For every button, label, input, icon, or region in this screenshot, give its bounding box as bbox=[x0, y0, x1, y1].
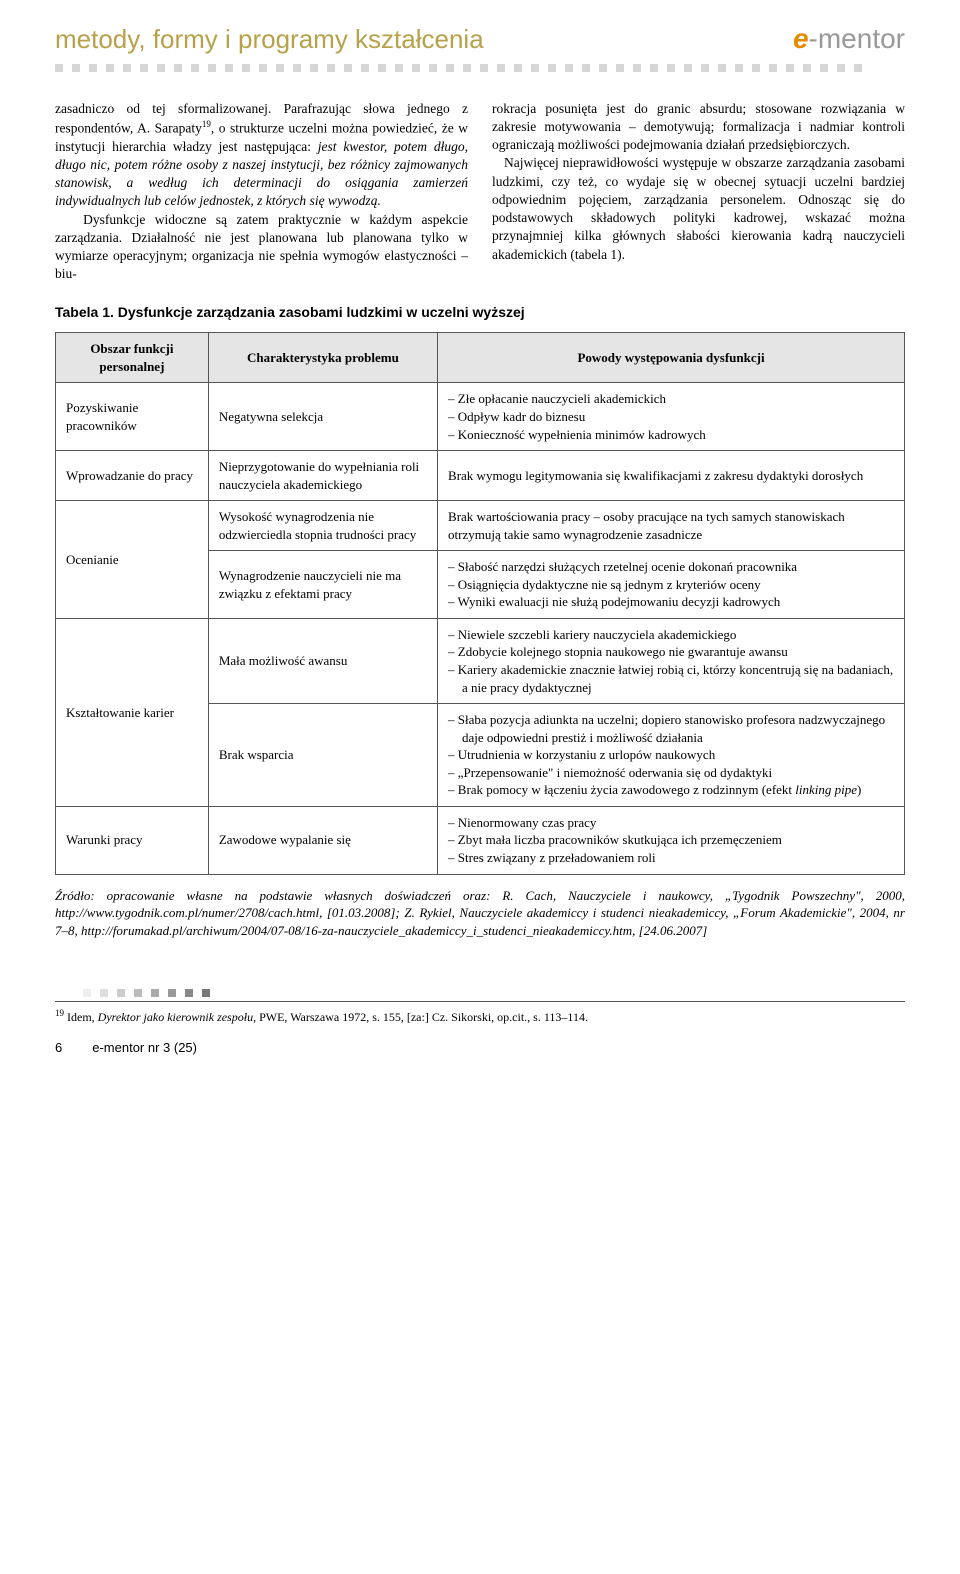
journal-ref: e-mentor nr 3 (25) bbox=[92, 1039, 197, 1057]
cell: Kształtowanie karier bbox=[56, 618, 209, 806]
table-row: Pozyskiwanie pracowników Negatywna selek… bbox=[56, 383, 905, 451]
cell: Niewiele szczebli kariery nauczyciela ak… bbox=[438, 618, 905, 703]
list-item: Słaba pozycja adiunkta na uczelni; dopie… bbox=[448, 711, 894, 746]
logo-e: e bbox=[793, 23, 809, 54]
list-item: Nienormowany czas pracy bbox=[448, 814, 894, 832]
decorative-dots bbox=[55, 64, 905, 72]
cell: Zawodowe wypalanie się bbox=[208, 806, 437, 874]
page-number: 6 bbox=[55, 1039, 62, 1057]
body-text-left: zasadniczo od tej sformalizowanej. Paraf… bbox=[55, 100, 468, 284]
list-item: Słabość narzędzi służących rzetelnej oce… bbox=[448, 558, 894, 576]
logo: e-mentor bbox=[793, 20, 905, 58]
body-text-right: rokracja posunięta jest do granic absurd… bbox=[492, 100, 905, 264]
cell: Brak wartościowania pracy – osoby pracuj… bbox=[438, 501, 905, 551]
cell: Słabość narzędzi służących rzetelnej oce… bbox=[438, 551, 905, 619]
list-item: Odpływ kadr do biznesu bbox=[448, 408, 894, 426]
cell: Nienormowany czas pracy Zbyt mała liczba… bbox=[438, 806, 905, 874]
cell: Brak wymogu legitymowania się kwalifikac… bbox=[438, 451, 905, 501]
footnote-dots bbox=[83, 989, 905, 997]
th-reasons: Powody występowania dysfunkcji bbox=[438, 333, 905, 383]
cell: Warunki pracy bbox=[56, 806, 209, 874]
logo-dash: - bbox=[809, 23, 818, 54]
cell: Nieprzygotowanie do wypełniania roli nau… bbox=[208, 451, 437, 501]
cell: Mała możliwość awansu bbox=[208, 618, 437, 703]
cell: Negatywna selekcja bbox=[208, 383, 437, 451]
list-item: Osiągnięcia dydaktyczne nie są jednym z … bbox=[448, 576, 894, 594]
table-row: Warunki pracy Zawodowe wypalanie się Nie… bbox=[56, 806, 905, 874]
cell: Wynagrodzenie nauczycieli nie ma związku… bbox=[208, 551, 437, 619]
cell: Pozyskiwanie pracowników bbox=[56, 383, 209, 451]
list-item: Niewiele szczebli kariery nauczyciela ak… bbox=[448, 626, 894, 644]
list-item: Utrudnienia w korzystaniu z urlopów nauk… bbox=[448, 746, 894, 764]
list-item: Brak pomocy w łączeniu życia zawodowego … bbox=[448, 781, 894, 799]
table-source: Źródło: opracowanie własne na podstawie … bbox=[55, 887, 905, 940]
cell: Złe opłacanie nauczycieli akademickich O… bbox=[438, 383, 905, 451]
table-row: Ocenianie Wysokość wynagrodzenia nie odz… bbox=[56, 501, 905, 551]
footnote: 19 Idem, Dyrektor jako kierownik zespołu… bbox=[55, 1001, 905, 1025]
logo-mentor: mentor bbox=[818, 23, 905, 54]
table-row: Wprowadzanie do pracy Nieprzygotowanie d… bbox=[56, 451, 905, 501]
dysfunctions-table: Obszar funkcji personalnej Charakterysty… bbox=[55, 332, 905, 874]
list-item: Wyniki ewaluacji nie służą podejmowaniu … bbox=[448, 593, 894, 611]
cell: Wysokość wynagrodzenia nie odzwierciedla… bbox=[208, 501, 437, 551]
list-item: Konieczność wypełnienia minimów kadrowyc… bbox=[448, 426, 894, 444]
list-item: „Przepensowanie" i niemożność oderwania … bbox=[448, 764, 894, 782]
section-title: metody, formy i programy kształcenia bbox=[55, 22, 484, 57]
cell: Brak wsparcia bbox=[208, 704, 437, 807]
table-row: Kształtowanie karier Mała możliwość awan… bbox=[56, 618, 905, 703]
th-area: Obszar funkcji personalnej bbox=[56, 333, 209, 383]
list-item: Kariery akademickie znacznie łatwiej rob… bbox=[448, 661, 894, 696]
body-column-right: rokracja posunięta jest do granic absurd… bbox=[492, 100, 905, 284]
list-item: Stres związany z przeładowaniem roli bbox=[448, 849, 894, 867]
body-column-left: zasadniczo od tej sformalizowanej. Paraf… bbox=[55, 100, 468, 284]
list-item: Zbyt mała liczba pracowników skutkująca … bbox=[448, 831, 894, 849]
list-item: Złe opłacanie nauczycieli akademickich bbox=[448, 390, 894, 408]
table-title: Tabela 1. Dysfunkcje zarządzania zasobam… bbox=[55, 303, 905, 322]
cell: Wprowadzanie do pracy bbox=[56, 451, 209, 501]
cell: Ocenianie bbox=[56, 501, 209, 619]
th-char: Charakterystyka problemu bbox=[208, 333, 437, 383]
cell: Słaba pozycja adiunkta na uczelni; dopie… bbox=[438, 704, 905, 807]
list-item: Zdobycie kolejnego stopnia naukowego nie… bbox=[448, 643, 894, 661]
